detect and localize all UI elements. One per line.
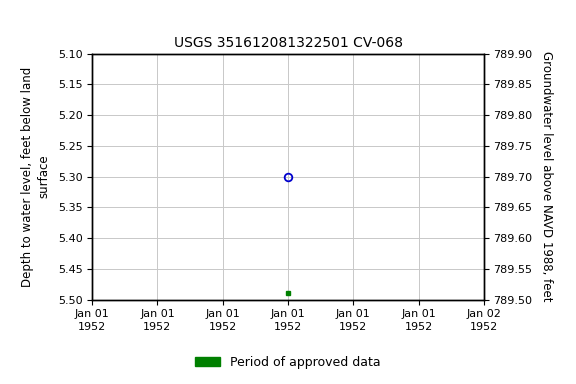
- Y-axis label: Depth to water level, feet below land
surface: Depth to water level, feet below land su…: [21, 66, 51, 287]
- Y-axis label: Groundwater level above NAVD 1988, feet: Groundwater level above NAVD 1988, feet: [540, 51, 552, 302]
- Legend: Period of approved data: Period of approved data: [190, 351, 386, 374]
- Title: USGS 351612081322501 CV-068: USGS 351612081322501 CV-068: [173, 36, 403, 50]
